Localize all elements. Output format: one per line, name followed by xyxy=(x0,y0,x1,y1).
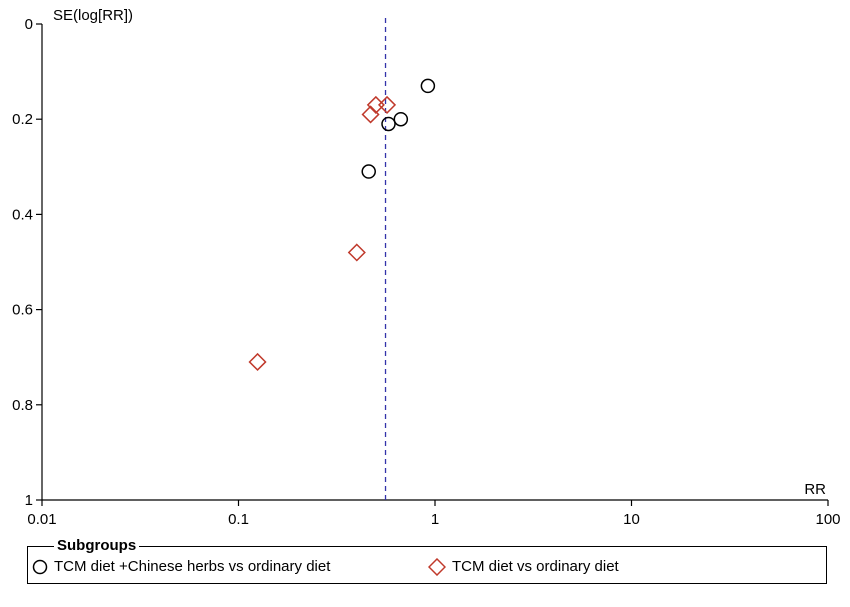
y-axis-ticks: 0 0.2 0.4 0.6 0.8 1 xyxy=(12,16,42,509)
diamond-point xyxy=(347,243,366,262)
legend-label-herbs: TCM diet +Chinese herbs vs ordinary diet xyxy=(54,558,331,575)
x-tick-label: 0.01 xyxy=(27,511,56,528)
legend: Subgroups TCM diet +Chinese herbs vs ord… xyxy=(27,537,827,584)
diamond-point xyxy=(366,95,385,114)
legend-entry-diamond: TCM diet vs ordinary diet xyxy=(428,558,619,576)
diamond-point xyxy=(377,95,397,114)
y-tick-label: 0.2 xyxy=(12,111,33,128)
data-points xyxy=(248,78,436,372)
legend-title: Subgroups xyxy=(54,537,140,555)
diamond-marker-icon xyxy=(428,558,446,576)
x-axis-ticks: 0.01 0.1 1 10 100 xyxy=(27,500,841,528)
circle-point xyxy=(361,164,376,179)
x-tick-label: 10 xyxy=(623,511,640,528)
legend-entry-circle: TCM diet +Chinese herbs vs ordinary diet xyxy=(32,558,330,576)
x-axis-label: RR xyxy=(804,481,826,498)
x-tick-label: 0.1 xyxy=(228,511,249,528)
diamond-point xyxy=(248,352,267,372)
y-tick-label: 0.6 xyxy=(12,302,33,319)
circle-point xyxy=(393,111,409,127)
y-tick-label: 1 xyxy=(25,492,33,509)
legend-label-diet: TCM diet vs ordinary diet xyxy=(452,558,619,575)
x-tick-label: 100 xyxy=(815,511,840,528)
y-tick-label: 0 xyxy=(25,16,33,33)
diamond-point xyxy=(361,105,380,124)
circle-point xyxy=(420,78,436,94)
circle-point xyxy=(381,116,396,132)
y-tick-label: 0.4 xyxy=(12,206,33,223)
y-tick-label: 0.8 xyxy=(12,397,33,414)
circle-marker-icon xyxy=(32,559,48,575)
funnel-plot: 0 0.2 0.4 0.6 0.8 1 0.01 0.1 1 10 100 SE(log[RR])… xyxy=(12,7,841,528)
y-axis-label: SE(log[RR]) xyxy=(53,7,133,24)
x-tick-label: 1 xyxy=(431,511,439,528)
